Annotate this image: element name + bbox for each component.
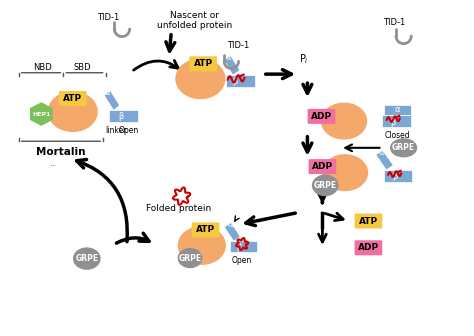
Text: GRPE: GRPE	[75, 254, 99, 263]
Text: β: β	[391, 118, 396, 127]
Text: Open: Open	[232, 256, 252, 265]
Polygon shape	[30, 102, 53, 126]
FancyBboxPatch shape	[190, 56, 217, 71]
Text: TID-1: TID-1	[383, 18, 405, 27]
Text: α: α	[227, 220, 233, 229]
Text: SBD: SBD	[73, 63, 91, 72]
Polygon shape	[224, 55, 240, 75]
FancyBboxPatch shape	[384, 170, 412, 182]
Text: β: β	[118, 112, 123, 121]
Polygon shape	[104, 91, 119, 110]
Text: Mortalin: Mortalin	[36, 147, 86, 157]
Text: ATP: ATP	[63, 94, 82, 103]
Text: ADP: ADP	[312, 162, 333, 171]
Text: Folded protein: Folded protein	[146, 204, 211, 213]
Text: TID-1: TID-1	[227, 41, 249, 49]
Ellipse shape	[391, 139, 417, 157]
FancyBboxPatch shape	[230, 241, 257, 252]
Ellipse shape	[178, 249, 202, 267]
Text: GRPE: GRPE	[314, 181, 337, 190]
Ellipse shape	[322, 155, 367, 191]
FancyBboxPatch shape	[191, 222, 219, 238]
Text: GRPE: GRPE	[179, 254, 201, 263]
Ellipse shape	[176, 59, 225, 98]
Text: ATP: ATP	[196, 225, 215, 235]
Text: linker: linker	[105, 126, 127, 135]
FancyBboxPatch shape	[383, 115, 410, 127]
Text: α: α	[379, 148, 384, 157]
Text: GRPE: GRPE	[392, 143, 415, 152]
Text: ATP: ATP	[359, 216, 378, 225]
Text: P$_i$: P$_i$	[299, 52, 309, 66]
Polygon shape	[384, 104, 410, 115]
Ellipse shape	[178, 227, 225, 264]
Polygon shape	[376, 150, 393, 170]
Text: Nascent or
unfolded protein: Nascent or unfolded protein	[157, 11, 232, 30]
Text: ATP: ATP	[194, 59, 213, 68]
Text: α: α	[395, 105, 400, 114]
FancyBboxPatch shape	[309, 159, 336, 174]
Text: Closed: Closed	[385, 131, 410, 140]
Text: β: β	[237, 243, 242, 252]
FancyBboxPatch shape	[308, 109, 335, 124]
Ellipse shape	[321, 103, 366, 139]
Polygon shape	[224, 222, 240, 241]
FancyBboxPatch shape	[109, 110, 138, 123]
FancyBboxPatch shape	[355, 213, 382, 228]
Text: ADP: ADP	[311, 112, 332, 121]
Text: TID-1: TID-1	[97, 13, 119, 22]
Ellipse shape	[73, 248, 100, 269]
FancyBboxPatch shape	[59, 91, 87, 106]
Text: β: β	[232, 77, 237, 86]
Ellipse shape	[312, 175, 338, 196]
Text: Open: Open	[119, 126, 139, 135]
Text: NBD: NBD	[33, 63, 52, 72]
Text: Mortalin: Mortalin	[51, 165, 57, 166]
Text: ADP: ADP	[358, 243, 379, 252]
Ellipse shape	[48, 92, 97, 131]
Text: β: β	[392, 172, 398, 181]
FancyBboxPatch shape	[226, 75, 255, 87]
Text: HEP1: HEP1	[32, 112, 51, 117]
Text: α: α	[105, 88, 110, 97]
FancyBboxPatch shape	[355, 240, 382, 255]
Text: α: α	[226, 53, 231, 62]
